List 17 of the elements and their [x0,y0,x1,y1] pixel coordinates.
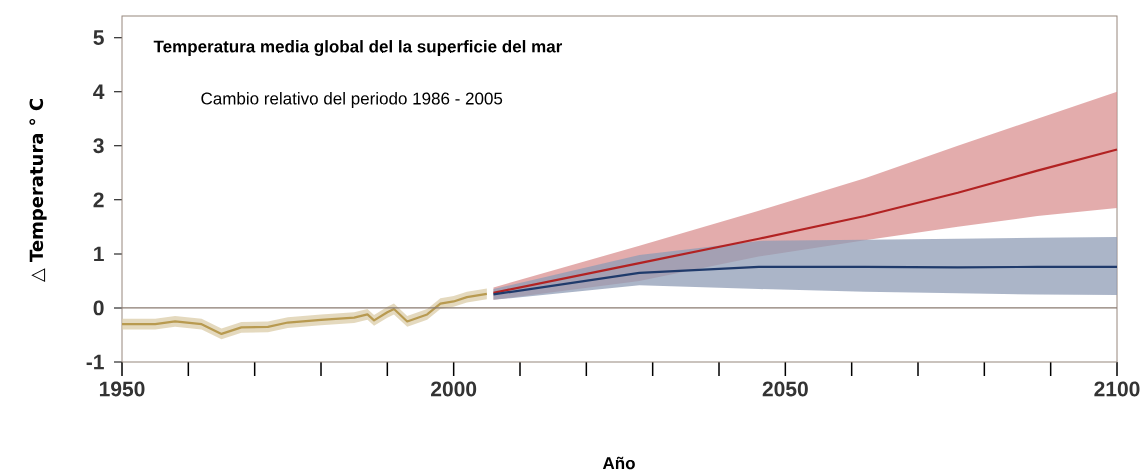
y-tick-label: 2 [93,192,104,208]
y-axis-title: △ Temperatura ° C [29,99,47,283]
y-tick-label: 0 [93,300,104,316]
x-tick-label: 1950 [99,381,145,397]
x-tick-label: 2100 [1094,381,1140,397]
text: Cambio relativo del periodo 1986 - 2005 [201,92,503,108]
y-tick-label: -1 [86,354,104,370]
text: Temperatura media global del la superficie del mar [153,40,563,56]
y-tick-label: 3 [93,138,104,154]
y-tick-label: 5 [93,30,104,45]
x-tick-label: 2000 [431,381,477,397]
x-tick-label: 2050 [762,381,808,397]
line-series [492,265,1119,296]
line-series [492,148,1119,294]
y-tick-label: 1 [94,246,104,262]
y-tick-label: 4 [93,84,105,99]
x-axis-title: Año [602,456,635,470]
